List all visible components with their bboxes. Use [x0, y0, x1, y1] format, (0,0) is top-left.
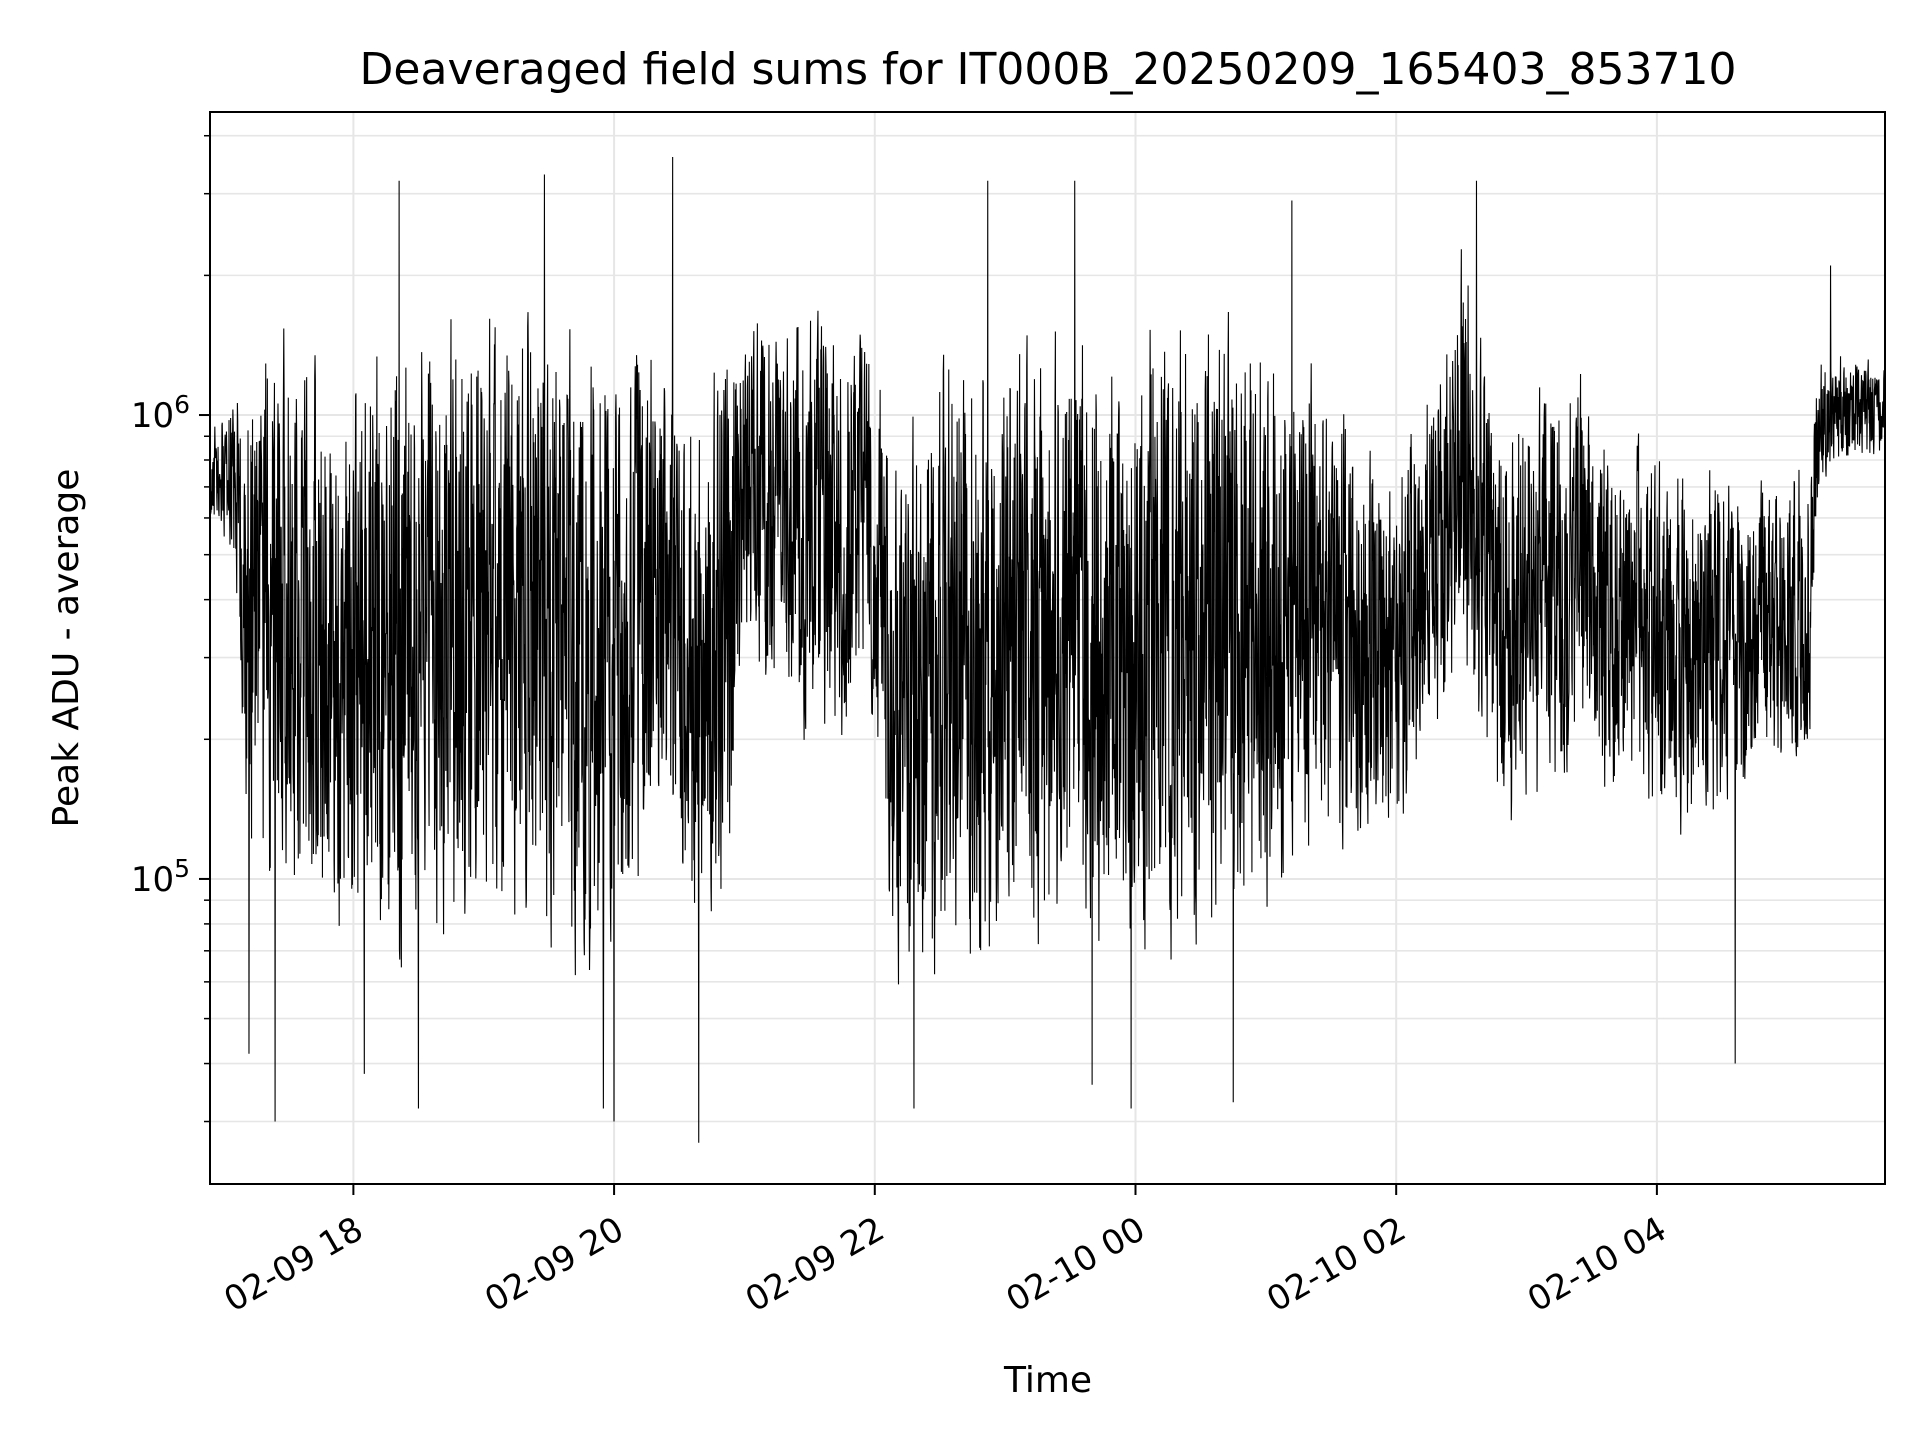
- series-group: [209, 156, 1886, 1143]
- y-tick-label: 106: [131, 390, 190, 436]
- y-axis-label: Peak ADU - average: [46, 469, 87, 828]
- plot-frame: [209, 111, 1886, 1185]
- x-axis-label: Time: [1003, 1360, 1092, 1401]
- y-axis: 105 106: [131, 134, 210, 1123]
- y-tick-label: 105: [131, 854, 190, 900]
- chart-title: Deaveraged field sums for IT000B_2025020…: [360, 44, 1737, 95]
- series-line: [209, 156, 1886, 1143]
